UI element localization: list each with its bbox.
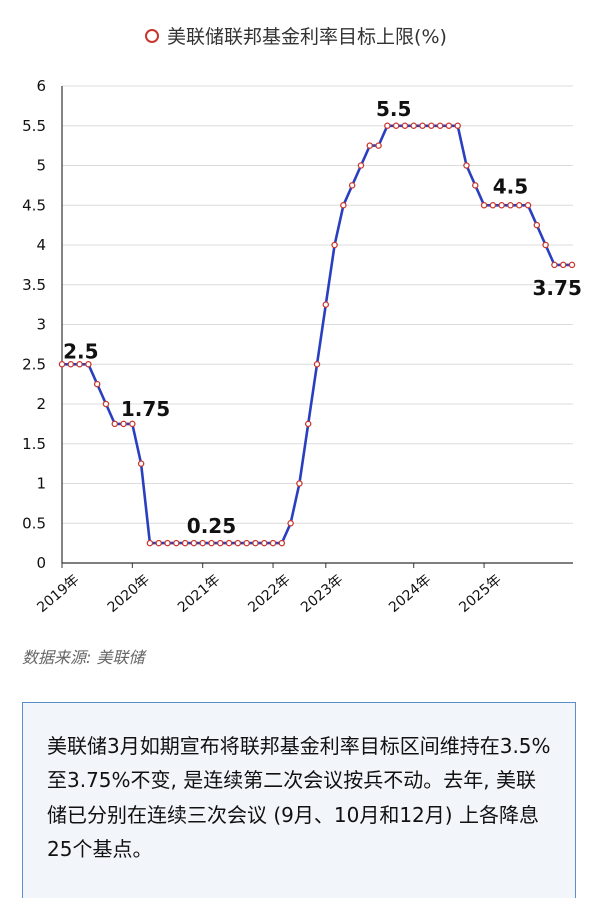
y-tick-label: 0 xyxy=(36,554,46,572)
data-point xyxy=(76,360,83,368)
data-point xyxy=(181,539,189,547)
note-text: 美联储3月如期宣布将联邦基金利率目标区间维持在3.5%至3.75%不变, 是连续… xyxy=(47,734,551,862)
data-point xyxy=(93,380,101,388)
data-point xyxy=(304,420,312,428)
data-source: 数据来源: 美联储 xyxy=(22,648,145,667)
y-tick-label: 5 xyxy=(36,157,46,175)
data-point xyxy=(551,261,558,269)
data-point xyxy=(524,201,532,209)
data-point xyxy=(436,122,444,130)
data-point xyxy=(164,539,171,547)
data-label: 2.5 xyxy=(63,339,98,363)
data-point xyxy=(85,360,92,368)
data-point xyxy=(384,122,391,130)
x-tick-label: 2021年 xyxy=(175,572,223,616)
data-point xyxy=(225,539,233,547)
data-point xyxy=(58,360,66,368)
data-point xyxy=(217,539,224,547)
data-point xyxy=(208,539,215,547)
x-tick-label: 2022年 xyxy=(245,572,293,616)
y-tick-label: 2.5 xyxy=(22,355,46,373)
y-tick-label: 3 xyxy=(36,316,46,334)
y-tick-label: 3.5 xyxy=(22,276,46,294)
data-point xyxy=(173,539,180,547)
data-point xyxy=(375,142,382,149)
data-label: 1.75 xyxy=(121,397,170,421)
data-point xyxy=(102,400,110,408)
data-point xyxy=(260,539,268,547)
data-point xyxy=(507,201,514,209)
data-point xyxy=(313,360,321,368)
x-tick-label: 2024年 xyxy=(386,572,434,616)
data-point xyxy=(146,539,154,547)
data-point xyxy=(542,241,549,249)
data-point xyxy=(568,261,576,269)
y-tick-label: 1.5 xyxy=(22,435,46,453)
x-tick-label: 2019年 xyxy=(34,572,82,616)
data-point xyxy=(463,162,470,169)
y-tick-label: 5.5 xyxy=(22,117,46,135)
data-point xyxy=(428,122,435,130)
data-point xyxy=(137,460,145,467)
data-point xyxy=(234,539,242,547)
data-point xyxy=(129,420,136,428)
note-box: 美联储3月如期宣布将联邦基金利率目标区间维持在3.5%至3.75%不变, 是连续… xyxy=(22,702,576,898)
y-tick-label: 4.5 xyxy=(22,196,46,214)
chart-legend: 美联储联邦基金利率目标上限(%) xyxy=(0,22,592,49)
x-tick-label: 2023年 xyxy=(298,572,346,616)
x-tick-label: 2020年 xyxy=(105,572,153,616)
y-tick-label: 0.5 xyxy=(22,514,46,532)
data-point xyxy=(498,201,505,209)
rate-line-chart: 0 0.5 1 1.5 2 2.5 3 3.5 4 4.5 5 5.5 6 2019年 2020年 2021年… xyxy=(22,77,582,616)
data-point xyxy=(322,301,330,308)
data-point xyxy=(269,539,277,547)
data-point xyxy=(278,539,286,547)
data-label: 5.5 xyxy=(376,97,411,121)
data-point xyxy=(515,201,523,209)
data-point xyxy=(296,480,303,487)
y-tick-label: 6 xyxy=(36,77,46,95)
legend-marker-icon xyxy=(145,28,160,43)
data-point xyxy=(331,241,338,249)
data-point xyxy=(287,519,294,527)
y-tick-label: 2 xyxy=(36,395,46,413)
data-label: 3.75 xyxy=(533,276,582,300)
y-tick-label: 4 xyxy=(36,236,46,254)
data-point xyxy=(472,182,479,189)
data-point xyxy=(243,539,250,547)
data-point xyxy=(155,539,162,547)
data-point xyxy=(348,182,356,189)
data-point xyxy=(366,142,374,149)
data-point xyxy=(392,122,400,130)
data-point xyxy=(480,201,488,209)
x-tick-label: 2025年 xyxy=(456,572,504,616)
data-point xyxy=(559,261,567,269)
data-label: 0.25 xyxy=(187,514,236,538)
data-point xyxy=(199,539,206,547)
data-point xyxy=(252,539,259,547)
y-tick-label: 1 xyxy=(36,475,46,493)
data-point xyxy=(489,201,497,209)
data-point xyxy=(445,122,453,130)
data-point xyxy=(67,360,75,368)
data-point xyxy=(120,420,127,428)
data-point xyxy=(410,122,417,130)
data-point xyxy=(190,539,198,547)
data-point xyxy=(419,122,426,130)
data-label: 4.5 xyxy=(493,174,528,198)
data-point xyxy=(454,122,461,130)
data-point xyxy=(340,201,347,209)
data-point xyxy=(533,221,541,229)
data-point xyxy=(357,162,365,169)
data-point xyxy=(401,122,409,130)
legend-label: 美联储联邦基金利率目标上限(%) xyxy=(167,26,447,48)
data-point xyxy=(111,420,119,428)
